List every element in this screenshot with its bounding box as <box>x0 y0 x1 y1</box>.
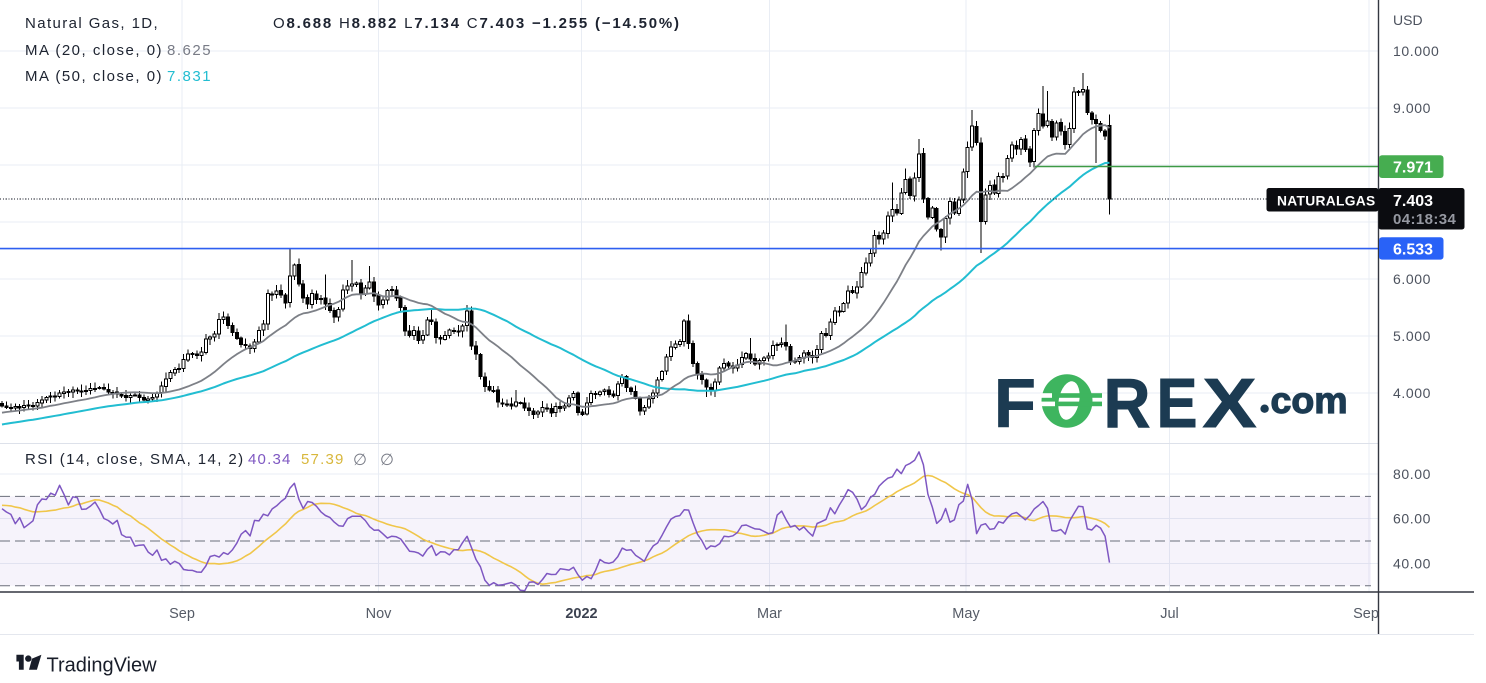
svg-text:USD: USD <box>1393 12 1423 28</box>
svg-text:TradingView: TradingView <box>47 655 158 677</box>
svg-text:10.000: 10.000 <box>1393 43 1439 59</box>
svg-text:5.000: 5.000 <box>1393 328 1431 344</box>
svg-text:O8.688 H8.882 L7.134 C7.403: O8.688 H8.882 L7.134 C7.403 −1.255 (−14.… <box>273 15 681 32</box>
svg-text:Jul: Jul <box>1160 606 1179 622</box>
svg-text:RSI (14, close, SMA, 14, 2): RSI (14, close, SMA, 14, 2) <box>25 451 245 468</box>
svg-text:60.00: 60.00 <box>1393 511 1431 527</box>
svg-text:Sep: Sep <box>1353 606 1379 622</box>
svg-text:com: com <box>1271 379 1348 421</box>
svg-text:Mar: Mar <box>757 606 782 622</box>
svg-text:R: R <box>1104 364 1151 442</box>
svg-text:2022: 2022 <box>565 606 597 622</box>
svg-text:E: E <box>1157 364 1198 442</box>
svg-text:40.34: 40.34 <box>248 451 292 468</box>
svg-text:NATURALGAS: NATURALGAS <box>1277 194 1376 209</box>
svg-text:6.000: 6.000 <box>1393 271 1431 287</box>
svg-text:57.39: 57.39 <box>301 451 345 468</box>
svg-text:6.533: 6.533 <box>1393 242 1433 259</box>
svg-text:May: May <box>952 606 980 622</box>
svg-text:9.000: 9.000 <box>1393 100 1431 116</box>
svg-text:Natural Gas, 1D,: Natural Gas, 1D, <box>25 15 159 32</box>
svg-text:7.831: 7.831 <box>167 68 212 85</box>
svg-text:80.00: 80.00 <box>1393 466 1431 482</box>
svg-text:Nov: Nov <box>366 606 393 622</box>
svg-text:MA (20, close, 0): MA (20, close, 0) <box>25 42 163 59</box>
svg-text:40.00: 40.00 <box>1393 555 1431 571</box>
svg-text:04:18:34: 04:18:34 <box>1393 211 1457 228</box>
svg-text:4.000: 4.000 <box>1393 385 1431 401</box>
svg-text:F: F <box>994 365 1036 442</box>
svg-text:Sep: Sep <box>169 606 195 622</box>
svg-text:MA (50, close, 0): MA (50, close, 0) <box>25 68 163 85</box>
svg-text:∅: ∅ <box>380 452 394 469</box>
svg-text:8.625: 8.625 <box>167 42 212 59</box>
svg-text:X: X <box>1203 364 1257 442</box>
svg-text:7.971: 7.971 <box>1393 160 1433 177</box>
svg-text:∅: ∅ <box>353 452 367 469</box>
svg-text:7.403: 7.403 <box>1393 193 1433 210</box>
